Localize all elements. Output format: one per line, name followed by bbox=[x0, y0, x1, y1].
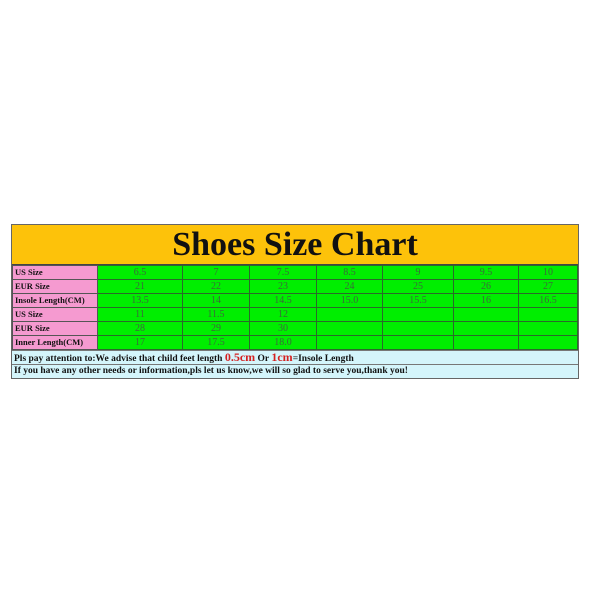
table-row: US Size 6.5 7 7.5 8.5 9 9.5 10 bbox=[12, 265, 578, 280]
size-cell bbox=[453, 335, 519, 350]
size-cell: 16 bbox=[453, 293, 519, 308]
note-value-1: 0.5cm bbox=[224, 350, 256, 364]
size-cell: 28 bbox=[97, 321, 183, 336]
size-cell: 21 bbox=[97, 279, 183, 294]
size-cell: 24 bbox=[316, 279, 383, 294]
table-row: Inner Length(CM) 17 17.5 18.0 bbox=[12, 335, 578, 350]
note-text: Or bbox=[255, 354, 272, 364]
size-cell: 8.5 bbox=[316, 265, 383, 280]
row-label: Inner Length(CM) bbox=[12, 335, 98, 350]
note-value-2: 1cm bbox=[271, 350, 293, 364]
size-cell: 13.5 bbox=[97, 293, 183, 308]
size-cell bbox=[382, 335, 454, 350]
size-cell: 25 bbox=[382, 279, 454, 294]
size-cell: 22 bbox=[182, 279, 250, 294]
row-label: US Size bbox=[12, 265, 98, 280]
size-cell bbox=[316, 321, 383, 336]
size-cell: 14 bbox=[182, 293, 250, 308]
size-cell: 26 bbox=[453, 279, 519, 294]
size-cell: 27 bbox=[518, 279, 578, 294]
table-row: US Size 11 11.5 12 bbox=[12, 307, 578, 322]
row-label: Insole Length(CM) bbox=[12, 293, 98, 308]
size-cell bbox=[518, 321, 578, 336]
size-cell: 11 bbox=[97, 307, 183, 322]
size-cell bbox=[316, 335, 383, 350]
size-cell: 30 bbox=[249, 321, 317, 336]
size-cell: 23 bbox=[249, 279, 317, 294]
row-label: EUR Size bbox=[12, 279, 98, 294]
size-cell: 15.0 bbox=[316, 293, 383, 308]
size-cell bbox=[382, 307, 454, 322]
size-cell: 10 bbox=[518, 265, 578, 280]
note-text: Pls pay attention to:We advise that chil… bbox=[14, 354, 225, 364]
row-label: US Size bbox=[12, 307, 98, 322]
table-row: EUR Size 21 22 23 24 25 26 27 bbox=[12, 279, 578, 294]
size-chart: Shoes Size Chart US Size 6.5 7 7.5 8.5 9 9.5 10… bbox=[11, 224, 579, 379]
size-cell: 29 bbox=[182, 321, 250, 336]
row-label: EUR Size bbox=[12, 321, 98, 336]
size-cell bbox=[453, 321, 519, 336]
size-cell bbox=[518, 307, 578, 322]
service-note: If you have any other needs or informati… bbox=[12, 364, 578, 378]
table-row: EUR Size 28 29 30 bbox=[12, 321, 578, 336]
size-cell: 7.5 bbox=[249, 265, 317, 280]
size-cell: 12 bbox=[249, 307, 317, 322]
size-cell: 6.5 bbox=[97, 265, 183, 280]
size-cell: 9 bbox=[382, 265, 454, 280]
size-cell bbox=[382, 321, 454, 336]
size-cell bbox=[316, 307, 383, 322]
size-cell: 9.5 bbox=[453, 265, 519, 280]
size-cell bbox=[453, 307, 519, 322]
size-cell bbox=[518, 335, 578, 350]
size-cell: 15.5 bbox=[382, 293, 454, 308]
size-cell: 7 bbox=[182, 265, 250, 280]
chart-title: Shoes Size Chart bbox=[12, 225, 578, 265]
size-cell: 17 bbox=[97, 335, 183, 350]
size-cell: 16.5 bbox=[518, 293, 578, 308]
attention-note: Pls pay attention to:We advise that chil… bbox=[12, 350, 578, 364]
size-cell: 11.5 bbox=[182, 307, 250, 322]
size-cell: 17.5 bbox=[182, 335, 250, 350]
size-cell: 14.5 bbox=[249, 293, 317, 308]
size-cell: 18.0 bbox=[249, 335, 317, 350]
table-row: Insole Length(CM) 13.5 14 14.5 15.0 15.5 16 16.… bbox=[12, 293, 578, 308]
size-table: US Size 6.5 7 7.5 8.5 9 9.5 10 EUR Size 21 22 23 24 2… bbox=[12, 265, 578, 350]
note-text: =Insole Length bbox=[292, 354, 354, 364]
